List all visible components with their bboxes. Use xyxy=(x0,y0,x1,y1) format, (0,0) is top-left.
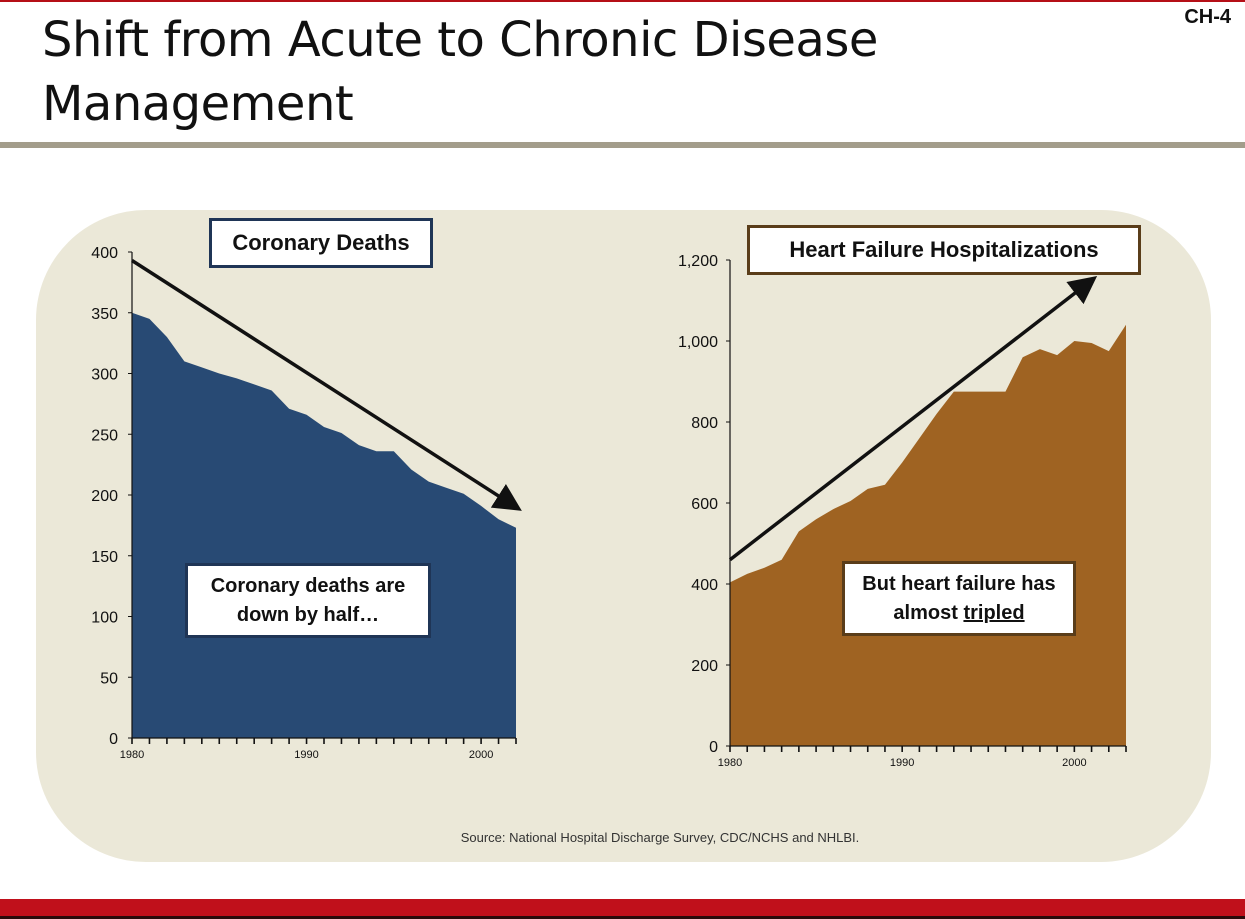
coronary-y-tick-label: 150 xyxy=(91,549,118,566)
heart-failure-callout-line-2: almost tripled xyxy=(845,599,1073,628)
title-divider xyxy=(0,142,1245,148)
coronary-area xyxy=(132,312,516,738)
heart-failure-y-tick-label: 1,200 xyxy=(678,253,718,270)
heart-failure-x-tick-label: 1990 xyxy=(890,757,914,769)
heart-failure-y-tick-label: 400 xyxy=(691,577,718,594)
coronary-callout-line-1: Coronary deaths are xyxy=(210,575,406,597)
coronary-y-tick-label: 350 xyxy=(91,306,118,323)
heart-failure-y-tick-label: 800 xyxy=(691,415,718,432)
coronary-y-tick-label: 200 xyxy=(91,488,118,505)
coronary-y-tick-label: 50 xyxy=(100,670,118,687)
coronary-x-tick-label: 2000 xyxy=(469,749,493,761)
coronary-chart-title: Coronary Deaths xyxy=(209,218,433,268)
coronary-y-tick-label: 400 xyxy=(91,245,118,262)
coronary-y-tick-label: 100 xyxy=(91,610,118,627)
heart-failure-chart-title: Heart Failure Hospitalizations xyxy=(747,225,1141,275)
heart-failure-callout: But heart failure has almost tripled xyxy=(842,561,1076,636)
source-note: Source: National Hospital Discharge Surv… xyxy=(460,830,860,845)
heart-failure-callout-emphasis: tripled xyxy=(963,602,1025,624)
heart-failure-x-tick-label: 2000 xyxy=(1062,757,1086,769)
heart-failure-trend-arrow xyxy=(728,275,1098,562)
coronary-callout: Coronary deaths are down by half… xyxy=(185,563,431,638)
coronary-y-tick-label: 300 xyxy=(91,367,118,384)
bottom-accent-bar xyxy=(0,899,1245,919)
coronary-trend-arrow xyxy=(131,259,522,511)
slide-id: CH-4 xyxy=(1184,6,1231,28)
coronary-callout-line-2: down by half… xyxy=(236,604,380,626)
heart-failure-area xyxy=(730,324,1126,746)
coronary-y-tick-label: 250 xyxy=(91,427,118,444)
heart-failure-callout-line-1: But heart failure has xyxy=(862,573,1056,595)
slide-title: Shift from Acute to Chronic Disease Mana… xyxy=(42,12,878,132)
heart-failure-x-tick-label: 1980 xyxy=(718,757,742,769)
heart-failure-y-tick-label: 1,000 xyxy=(678,334,718,351)
heart-failure-callout-prefix: almost xyxy=(893,602,964,624)
heart-failure-y-tick-label: 600 xyxy=(691,496,718,513)
coronary-x-tick-label: 1990 xyxy=(294,749,318,761)
heart-failure-y-tick-label: 0 xyxy=(709,739,718,756)
heart-failure-y-tick-label: 200 xyxy=(691,658,718,675)
coronary-y-tick-label: 0 xyxy=(109,731,118,748)
top-accent-rule xyxy=(0,0,1245,2)
coronary-x-tick-label: 1980 xyxy=(120,749,144,761)
